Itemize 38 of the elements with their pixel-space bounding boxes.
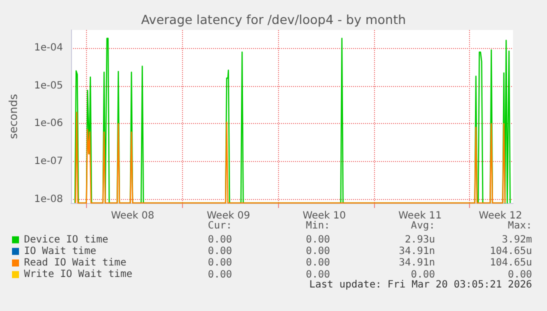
text: 0.00: [410, 269, 436, 280]
line-series: [74, 112, 506, 204]
y-tick-label: 1e-06: [34, 118, 63, 130]
text: 0.00: [208, 246, 232, 258]
x-tick-label: Week 11: [398, 210, 442, 222]
text: 34.91n: [398, 246, 435, 258]
text: 0.00: [208, 234, 232, 246]
chart-title: Average latency for /dev/loop4 - by month: [141, 12, 406, 27]
y-axis-title: seconds: [7, 94, 20, 139]
legend-label: Read IO Wait time: [24, 258, 126, 268]
text: 0.00: [306, 269, 330, 280]
text: 0.00: [306, 246, 330, 258]
y-tick-label: 1e-08: [34, 194, 63, 205]
legend-label: IO Wait time: [24, 246, 96, 257]
x-tick-label: Week 12: [478, 210, 522, 222]
x-tick-label: Week 09: [206, 210, 250, 222]
text: 104.65u: [490, 258, 532, 269]
y-tick-label: 1e-07: [34, 156, 63, 168]
y-tick-label: 1e-04: [34, 42, 63, 54]
text: 0.00: [208, 269, 232, 280]
text: Last update: Fri Mar 20 03:05:21 2026: [309, 280, 532, 290]
text: Min:: [306, 220, 330, 232]
text: Cur:: [208, 220, 232, 232]
text: Avg:: [410, 220, 436, 232]
text: 0.00: [306, 258, 330, 269]
y-tick-label: 1e-05: [34, 80, 63, 92]
legend-label: Device IO time: [24, 234, 108, 246]
text: 0.00: [208, 258, 232, 269]
text: 2.93u: [404, 234, 436, 246]
x-tick-label: Week 10: [302, 210, 346, 222]
text: 34.91n: [398, 258, 435, 269]
legend-label: Write IO Wait time: [24, 269, 132, 280]
text: 104.65u: [490, 246, 532, 258]
text: Max:: [508, 220, 532, 232]
x-tick-label: Week 08: [110, 210, 154, 222]
text: 0.00: [306, 234, 330, 246]
text: 3.92m: [502, 234, 532, 246]
text: 0.00: [508, 269, 532, 280]
